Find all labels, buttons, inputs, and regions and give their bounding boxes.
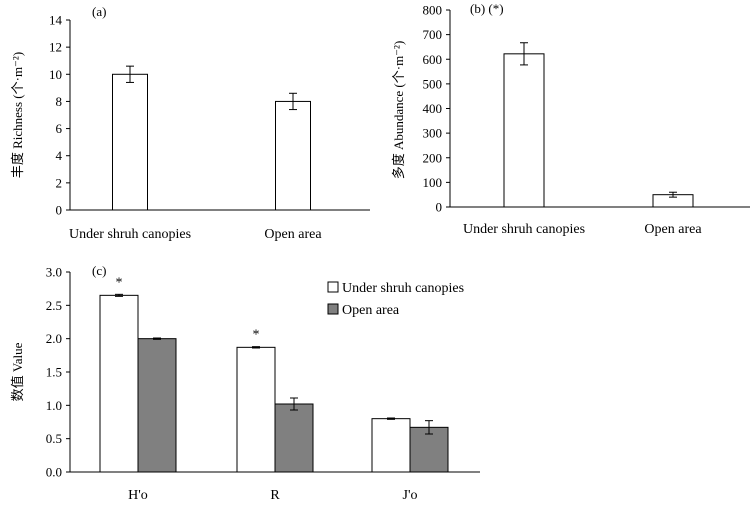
- y-tick-label: 10: [49, 67, 62, 82]
- panel-label: (b) (*): [470, 1, 504, 16]
- x-category-label: R: [270, 488, 280, 503]
- y-tick-label: 800: [423, 3, 443, 18]
- panel-label: (c): [92, 263, 106, 278]
- y-tick-label: 3.0: [46, 265, 62, 280]
- y-tick-label: 600: [423, 52, 443, 67]
- y-tick-label: 500: [423, 76, 443, 91]
- bar-under-shrub: [99, 294, 139, 473]
- bar-open-area: [274, 403, 314, 473]
- y-tick-label: 2: [56, 175, 63, 190]
- bar-under-shrub: [112, 73, 148, 211]
- y-tick-label: 8: [56, 94, 63, 109]
- x-category-label: Under shruh canopies: [69, 227, 191, 242]
- y-tick-label: 700: [423, 27, 443, 42]
- significance-mark: *: [253, 328, 260, 343]
- y-axis-label: 丰度 Richness (个·m⁻²): [10, 52, 25, 178]
- y-tick-label: 300: [423, 126, 443, 141]
- y-tick-label: 100: [423, 175, 443, 190]
- y-axis-label: 数值 Value: [10, 342, 25, 401]
- y-tick-label: 1.5: [46, 365, 62, 380]
- bar-under-shrub: [371, 418, 411, 473]
- x-category-label: Open area: [644, 222, 702, 237]
- legend-swatch-open-area: [327, 303, 339, 315]
- legend-label: Open area: [342, 303, 400, 318]
- x-category-label: Open area: [264, 227, 322, 242]
- y-tick-label: 0.5: [46, 431, 62, 446]
- y-tick-label: 4: [56, 148, 63, 163]
- x-category-label: J'o: [403, 488, 418, 503]
- y-tick-label: 0: [436, 200, 443, 215]
- y-tick-label: 400: [423, 101, 443, 116]
- legend-swatch-under-shrub: [327, 281, 339, 293]
- panel-c-value-chart: 0.0 0.5 1.0 1.5 2.0 2.5 3.0 数值 Value (c) H'o R J'o *…: [10, 263, 480, 503]
- bar-under-shrub: [503, 53, 545, 208]
- panel-a-richness-chart: 0 2 4 6 8 10 12 14 丰度 Richness (个·m⁻²) (a) Under s…: [10, 4, 370, 242]
- significance-mark: *: [116, 275, 123, 290]
- y-axis-label: 多度 Abundance (个·m⁻²): [391, 41, 406, 180]
- y-tick-label: 2.0: [46, 331, 62, 346]
- x-category-label: Under shruh canopies: [463, 222, 585, 237]
- y-tick-label: 2.5: [46, 298, 62, 313]
- legend-label: Under shruh canopies: [342, 281, 464, 296]
- y-tick-label: 0: [56, 203, 63, 218]
- bar-under-shrub: [236, 346, 276, 473]
- x-category-label: H'o: [128, 488, 148, 503]
- bar-open-area: [409, 426, 449, 473]
- y-tick-label: 6: [56, 121, 63, 136]
- bar-open-area: [275, 100, 311, 211]
- y-tick-label: 12: [49, 40, 62, 55]
- y-tick-label: 1.0: [46, 398, 62, 413]
- y-tick-label: 14: [49, 13, 63, 28]
- y-tick-label: 0.0: [46, 465, 62, 480]
- panel-label: (a): [92, 4, 106, 19]
- panel-b-abundance-chart: 0 100 200 300 400 500 600 700 800 多度 Abundance (个…: [391, 1, 750, 237]
- bar-open-area: [137, 338, 177, 473]
- y-tick-label: 200: [423, 150, 443, 165]
